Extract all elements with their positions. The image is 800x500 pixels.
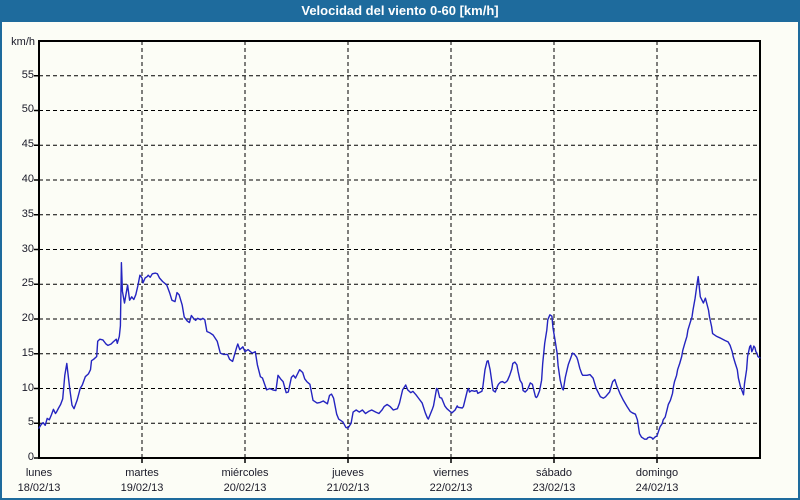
x-day-label: lunes: [0, 466, 84, 480]
x-date-label: 23/02/13: [509, 481, 599, 495]
wind-speed-chart: [0, 0, 800, 498]
x-date-label: 18/02/13: [0, 481, 84, 495]
x-date-label: 24/02/13: [612, 481, 702, 495]
y-tick-label: 25: [6, 277, 34, 289]
x-day-label: jueves: [303, 466, 393, 480]
y-tick-label: 40: [6, 173, 34, 185]
wind-chart-window: Velocidad del viento 0-60 [km/h] km/h 05…: [0, 0, 800, 500]
x-day-label: domingo: [612, 466, 702, 480]
x-date-label: 19/02/13: [97, 481, 187, 495]
x-date-label: 22/02/13: [406, 481, 496, 495]
y-tick-label: 15: [6, 347, 34, 359]
y-tick-label: 35: [6, 208, 34, 220]
x-date-label: 21/02/13: [303, 481, 393, 495]
y-tick-label: 5: [6, 416, 34, 428]
x-day-label: viernes: [406, 466, 496, 480]
y-tick-label: 50: [6, 103, 34, 115]
y-tick-label: 10: [6, 382, 34, 394]
chart-area: km/h 0 5 10 15 20 25 30 35 40 45 50 55 lunes18/02/13…: [0, 0, 800, 498]
y-tick-label: 0: [6, 451, 34, 463]
x-day-label: martes: [97, 466, 187, 480]
x-date-label: 20/02/13: [200, 481, 290, 495]
y-tick-label: 30: [6, 243, 34, 255]
y-tick-label: 20: [6, 312, 34, 324]
x-day-label: miércoles: [200, 466, 290, 480]
x-day-label: sábado: [509, 466, 599, 480]
y-tick-label: 55: [6, 69, 34, 81]
y-axis-unit-label: km/h: [5, 36, 35, 48]
series-line: [39, 263, 760, 440]
y-tick-label: 45: [6, 138, 34, 150]
